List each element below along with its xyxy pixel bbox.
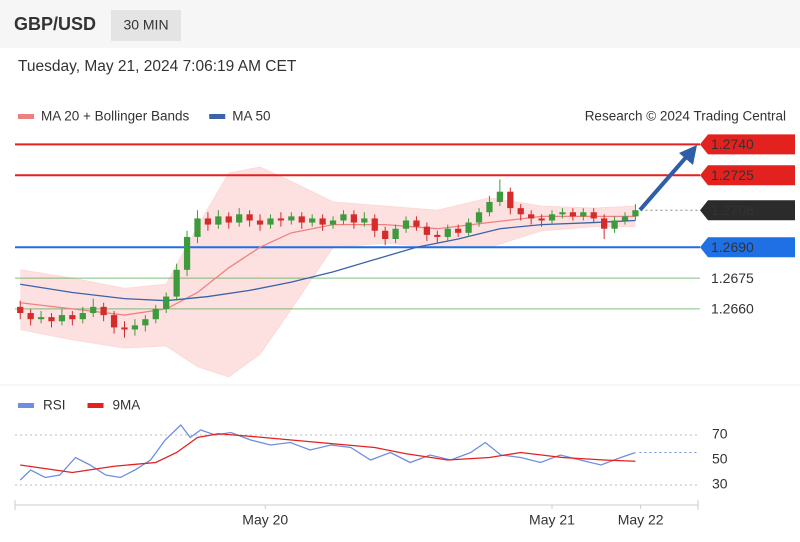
candle-body (131, 325, 139, 330)
candle-body (142, 319, 149, 326)
legend-label: MA 50 (232, 109, 270, 124)
candle-body (194, 218, 201, 237)
candle-body (110, 315, 118, 328)
candle-body (538, 218, 545, 221)
candle-body (580, 212, 587, 217)
candle-body (548, 214, 556, 221)
x-tick-label: May 21 (529, 512, 575, 528)
candle-body (392, 228, 399, 239)
candle-body (382, 230, 389, 239)
candle-body (517, 208, 524, 215)
level-box (700, 165, 795, 186)
candle-body (423, 226, 431, 235)
candle-body (475, 212, 483, 223)
level-label: 1.2660 (711, 301, 754, 317)
legend-label: 9MA (113, 398, 141, 413)
candle-body (632, 210, 639, 217)
candle-body (48, 317, 55, 322)
candle-body (277, 218, 285, 221)
candle-body (371, 218, 378, 231)
candle-body (236, 214, 243, 223)
credit: Research © 2024 Trading Central (585, 109, 786, 124)
candle-body (58, 315, 66, 322)
candle-body (434, 234, 441, 237)
candle-body (121, 327, 128, 330)
moving-average (20, 219, 636, 302)
candle-body (298, 216, 305, 223)
candle-body (79, 313, 86, 320)
symbol: GBP/USD (14, 14, 96, 34)
level-box (700, 200, 795, 221)
level-label: 1.2675 (711, 270, 754, 286)
legend-swatch (87, 403, 104, 408)
candle-body (183, 236, 191, 270)
legend-label: MA 20 + Bollinger Bands (41, 109, 189, 124)
level-label: 1.2708 (711, 202, 754, 218)
candle-body (528, 214, 535, 219)
candle-body (100, 306, 107, 316)
candle-body (69, 315, 76, 320)
legend-swatch (18, 403, 34, 408)
candle-body (256, 220, 264, 225)
level-label: 1.2690 (711, 239, 754, 255)
legend-swatch (18, 114, 34, 119)
y-tick-label: 30 (712, 476, 728, 492)
candle-body (288, 216, 295, 221)
legend-label: RSI (43, 398, 66, 413)
candle-body (590, 212, 597, 219)
candle-body (215, 216, 222, 225)
candle-body (163, 296, 170, 309)
candle-body (319, 218, 326, 225)
forecast-arrow (638, 145, 697, 212)
candle-body (90, 306, 97, 314)
candle-body (17, 306, 24, 314)
x-tick-label: May 22 (618, 512, 664, 528)
candle-body (246, 214, 253, 221)
candle-body (621, 216, 629, 221)
level-label: 1.2725 (711, 167, 754, 183)
y-tick-label: 50 (712, 451, 728, 467)
candle-body (340, 214, 347, 221)
candle-body (402, 220, 410, 229)
interval[interactable]: 30 MIN (123, 17, 168, 33)
candle-body (329, 220, 337, 225)
candle-body (27, 313, 34, 320)
candle-body (350, 214, 358, 223)
candle-body (486, 201, 493, 213)
candle-body (455, 228, 462, 233)
candle-body (173, 269, 180, 297)
indicator-line (20, 433, 636, 474)
interval-badge[interactable] (111, 10, 181, 41)
x-tick-label: May 20 (242, 512, 288, 528)
candle-body (267, 218, 274, 225)
candle-body (309, 218, 316, 223)
level-box (700, 237, 795, 258)
candle-body (37, 317, 45, 320)
level-box (700, 134, 795, 155)
candle-body (225, 216, 232, 223)
bollinger-upper (20, 166, 636, 289)
candle-body (152, 308, 159, 320)
candle-body (611, 220, 618, 229)
arrow-head (679, 145, 697, 165)
y-tick-label: 70 (712, 426, 728, 442)
legend-swatch (209, 114, 226, 119)
candle-body (465, 222, 472, 233)
candle-body (496, 191, 504, 202)
candle-body (569, 212, 576, 217)
candle-body (204, 218, 212, 225)
candle-body (507, 191, 514, 209)
timestamp: Tuesday, May 21, 2024 7:06:19 AM CET (18, 58, 297, 75)
arrow-shaft (638, 153, 690, 212)
candle-body (361, 218, 368, 223)
indicator-line (19, 424, 636, 481)
candle-body (601, 218, 608, 229)
candle-body (413, 220, 420, 227)
candle-body (444, 228, 451, 237)
candle-body (559, 212, 566, 215)
level-label: 1.2740 (711, 136, 754, 152)
moving-average (20, 215, 636, 316)
